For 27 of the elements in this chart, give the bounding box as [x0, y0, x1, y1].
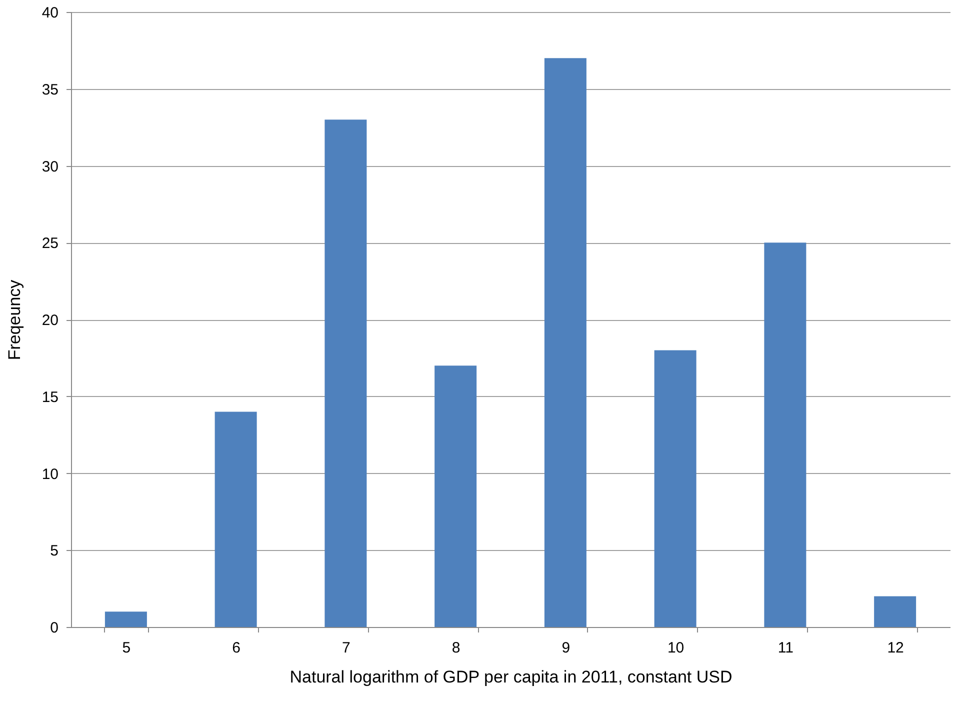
bar — [434, 366, 477, 627]
bar — [654, 350, 696, 627]
bar — [214, 412, 257, 627]
bar — [324, 120, 367, 627]
y-tick-label: 35 — [42, 81, 58, 98]
y-tick-label: 20 — [42, 312, 58, 329]
x-tick-label: 10 — [667, 640, 684, 656]
x-tick-label: 12 — [887, 640, 904, 656]
x-tick-label: 7 — [342, 640, 350, 656]
bar — [764, 242, 806, 627]
y-tick-label: 25 — [42, 235, 58, 252]
y-tick-label: 15 — [42, 388, 58, 406]
y-tick-label: 30 — [42, 158, 58, 176]
bar — [874, 596, 916, 627]
x-tick-label: 6 — [232, 640, 240, 656]
y-tick-label: 5 — [50, 542, 58, 560]
y-tick-label: 0 — [50, 620, 58, 636]
x-tick-label: 5 — [122, 640, 131, 656]
bar — [104, 612, 147, 627]
y-tick-label: 10 — [42, 466, 58, 483]
x-axis-title: Natural logarithm of GDP per capita in 2011, constant USD — [290, 668, 732, 686]
x-tick-label: 9 — [562, 640, 570, 656]
bar — [544, 58, 586, 627]
x-tick-label: 11 — [778, 640, 794, 656]
x-tick-label: 8 — [452, 640, 460, 656]
y-tick-label: 40 — [42, 4, 58, 22]
y-axis-title: Freqeuncy — [4, 279, 24, 360]
